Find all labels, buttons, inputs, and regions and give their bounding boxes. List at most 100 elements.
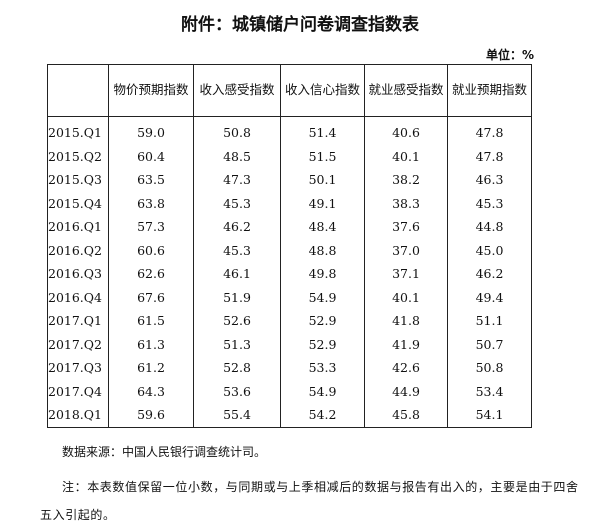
header-row: 物价预期指数 收入感受指数 收入信心指数 就业感受指数 就业预期指数 (47, 64, 532, 117)
table-row: 2017.Q4 64.3 53.6 54.9 44.9 53.4 (47, 379, 532, 403)
cell: 63.8 (108, 191, 194, 215)
cell: 42.6 (364, 356, 448, 380)
row-label: 2017.Q1 (47, 309, 109, 333)
cell: 61.2 (108, 356, 194, 380)
table-row: 2017.Q3 61.2 52.8 53.3 42.6 50.8 (47, 356, 532, 380)
cell: 61.5 (108, 309, 194, 333)
cell: 47.8 (447, 116, 532, 145)
cell: 60.4 (108, 144, 194, 168)
title: 附件：城镇储户问卷调查指数表 (181, 15, 419, 35)
cell: 63.5 (108, 168, 194, 192)
cell: 64.3 (108, 379, 194, 403)
row-label: 2017.Q4 (47, 379, 109, 403)
cell: 46.3 (447, 168, 532, 192)
row-label: 2015.Q2 (47, 144, 109, 168)
cell: 38.2 (364, 168, 448, 192)
cell: 59.0 (108, 116, 194, 145)
cell: 46.1 (193, 262, 281, 286)
row-label: 2017.Q2 (47, 332, 109, 356)
cell: 59.6 (108, 403, 194, 427)
cell: 50.8 (447, 356, 532, 380)
cell: 54.2 (280, 403, 365, 427)
cell: 41.8 (364, 309, 448, 333)
cell: 48.8 (280, 238, 365, 262)
unit: 单位：% (485, 48, 534, 62)
table-row: 2016.Q1 57.3 46.2 48.4 37.6 44.8 (47, 215, 532, 239)
row-label: 2016.Q3 (47, 262, 109, 286)
index-table: 物价预期指数 收入感受指数 收入信心指数 就业感受指数 就业预期指数 2015.Q1 59… (47, 64, 532, 428)
row-label: 2017.Q3 (47, 356, 109, 380)
cell: 38.3 (364, 191, 448, 215)
cell: 51.3 (193, 332, 281, 356)
table-row: 2015.Q3 63.5 47.3 50.1 38.2 46.3 (47, 168, 532, 192)
cell: 51.1 (447, 309, 532, 333)
column-header: 收入信心指数 (280, 64, 365, 117)
cell: 62.6 (108, 262, 194, 286)
cell: 50.7 (447, 332, 532, 356)
corner-cell (47, 64, 109, 117)
row-label: 2016.Q4 (47, 285, 109, 309)
cell: 61.3 (108, 332, 194, 356)
cell: 53.6 (193, 379, 281, 403)
row-label: 2015.Q4 (47, 191, 109, 215)
cell: 52.9 (280, 332, 365, 356)
table-row: 2015.Q4 63.8 45.3 49.1 38.3 45.3 (47, 191, 532, 215)
column-header: 物价预期指数 (108, 64, 194, 117)
cell: 51.5 (280, 144, 365, 168)
cell: 49.1 (280, 191, 365, 215)
row-label: 2016.Q2 (47, 238, 109, 262)
table-row: 2018.Q1 59.6 55.4 54.2 45.8 54.1 (47, 403, 532, 427)
cell: 40.1 (364, 285, 448, 309)
cell: 37.0 (364, 238, 448, 262)
cell: 54.9 (280, 379, 365, 403)
table-row: 2015.Q1 59.0 50.8 51.4 40.6 47.8 (47, 116, 532, 145)
cell: 48.4 (280, 215, 365, 239)
cell: 55.4 (193, 403, 281, 427)
cell: 53.4 (447, 379, 532, 403)
table-row: 2015.Q2 60.4 48.5 51.5 40.1 47.8 (47, 144, 532, 168)
cell: 51.9 (193, 285, 281, 309)
cell: 40.1 (364, 144, 448, 168)
cell: 50.1 (280, 168, 365, 192)
cell: 60.6 (108, 238, 194, 262)
row-label: 2015.Q3 (47, 168, 109, 192)
table-body: 2015.Q1 59.0 50.8 51.4 40.6 47.8 2015.Q2 60.4 48… (47, 116, 532, 427)
column-header: 就业预期指数 (447, 64, 532, 117)
cell: 40.6 (364, 116, 448, 145)
table-row: 2017.Q1 61.5 52.6 52.9 41.8 51.1 (47, 309, 532, 333)
table-row: 2016.Q2 60.6 45.3 48.8 37.0 45.0 (47, 238, 532, 262)
cell: 45.8 (364, 403, 448, 427)
cell: 53.3 (280, 356, 365, 380)
cell: 47.3 (193, 168, 281, 192)
cell: 41.9 (364, 332, 448, 356)
cell: 51.4 (280, 116, 365, 145)
column-header: 就业感受指数 (364, 64, 448, 117)
cell: 54.1 (447, 403, 532, 427)
cell: 49.8 (280, 262, 365, 286)
cell: 47.8 (447, 144, 532, 168)
cell: 45.0 (447, 238, 532, 262)
cell: 49.4 (447, 285, 532, 309)
cell: 44.8 (447, 215, 532, 239)
cell: 50.8 (193, 116, 281, 145)
cell: 37.6 (364, 215, 448, 239)
row-label: 2015.Q1 (47, 116, 109, 145)
column-header: 收入感受指数 (193, 64, 281, 117)
row-label: 2018.Q1 (47, 403, 109, 427)
cell: 52.6 (193, 309, 281, 333)
table-head: 物价预期指数 收入感受指数 收入信心指数 就业感受指数 就业预期指数 (47, 64, 532, 117)
cell: 67.6 (108, 285, 194, 309)
cell: 54.9 (280, 285, 365, 309)
note: 注：本表数值保留一位小数，与同期或与上季相减后的数据与报告有出入的，主要是由于四… (40, 480, 579, 522)
row-label: 2016.Q1 (47, 215, 109, 239)
table-row: 2016.Q4 67.6 51.9 54.9 40.1 49.4 (47, 285, 532, 309)
cell: 48.5 (193, 144, 281, 168)
source: 数据来源：中国人民银行调查统计司。 (62, 445, 267, 459)
cell: 52.9 (280, 309, 365, 333)
table-row: 2016.Q3 62.6 46.1 49.8 37.1 46.2 (47, 262, 532, 286)
cell: 45.3 (447, 191, 532, 215)
cell: 44.9 (364, 379, 448, 403)
cell: 46.2 (447, 262, 532, 286)
cell: 45.3 (193, 191, 281, 215)
